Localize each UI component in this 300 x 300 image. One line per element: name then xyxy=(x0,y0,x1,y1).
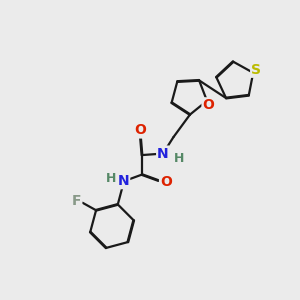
Text: H: H xyxy=(174,152,185,165)
Text: S: S xyxy=(251,63,261,77)
Text: O: O xyxy=(202,98,214,112)
Text: N: N xyxy=(118,174,129,188)
Text: O: O xyxy=(160,175,172,189)
Text: N: N xyxy=(157,147,169,160)
Text: F: F xyxy=(72,194,81,208)
Text: O: O xyxy=(134,124,146,137)
Text: H: H xyxy=(106,172,117,185)
